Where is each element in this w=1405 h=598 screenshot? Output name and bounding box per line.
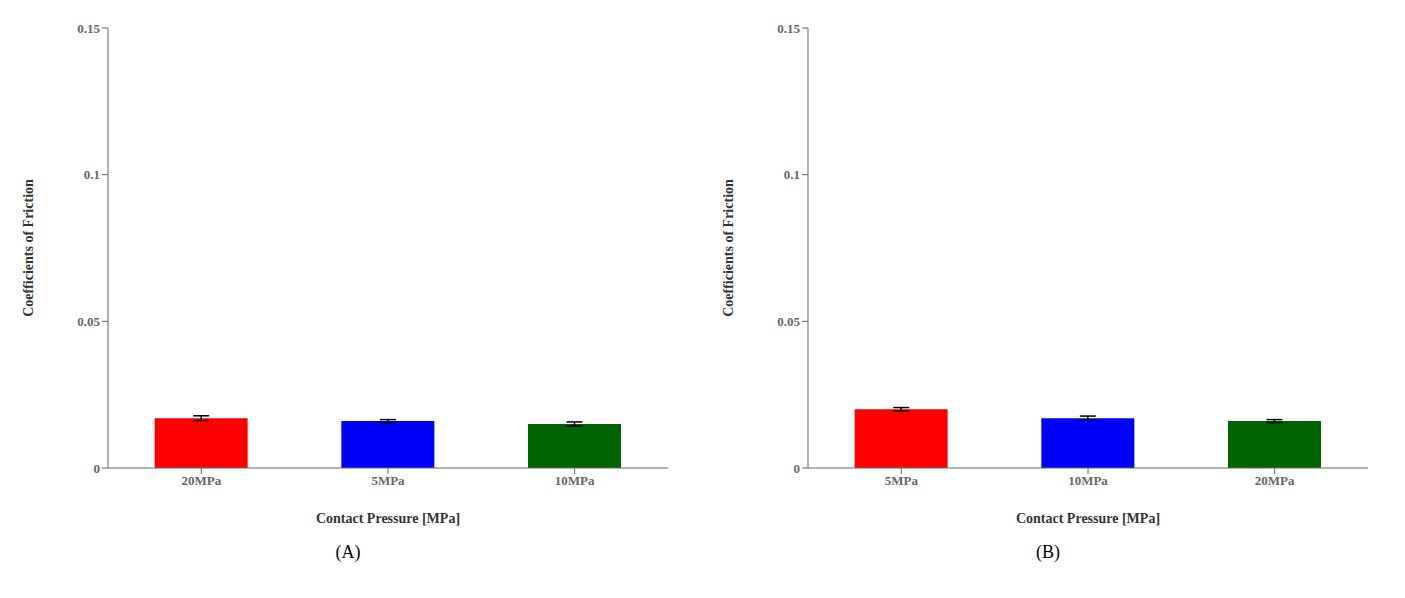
svg-text:20MPa: 20MPa [1255, 473, 1295, 488]
svg-text:0: 0 [794, 461, 801, 476]
svg-text:5MPa: 5MPa [371, 473, 405, 488]
svg-text:0.05: 0.05 [777, 314, 800, 329]
svg-text:Coefficients of Friction: Coefficients of Friction [21, 179, 36, 317]
svg-text:Contact Pressure [MPa]: Contact Pressure [MPa] [316, 511, 460, 526]
html-text:(A): (A) [335, 542, 361, 562]
svg-text:0.15: 0.15 [77, 21, 100, 36]
svg-text:0.1: 0.1 [84, 167, 100, 182]
html-text:(B): (B) [1036, 542, 1060, 562]
svg-text:0: 0 [94, 461, 101, 476]
svg-text:20MPa: 20MPa [181, 473, 221, 488]
svg-text:0.1: 0.1 [784, 167, 800, 182]
svg-text:5MPa: 5MPa [885, 473, 919, 488]
svg-text:10MPa: 10MPa [555, 473, 595, 488]
svg-text:0.15: 0.15 [777, 21, 800, 36]
svg-text:0.05: 0.05 [77, 314, 100, 329]
svg-text:Contact Pressure [MPa]: Contact Pressure [MPa] [1016, 511, 1160, 526]
svg-text:Coefficients of Friction: Coefficients of Friction [721, 179, 736, 317]
svg-text:10MPa: 10MPa [1068, 473, 1108, 488]
